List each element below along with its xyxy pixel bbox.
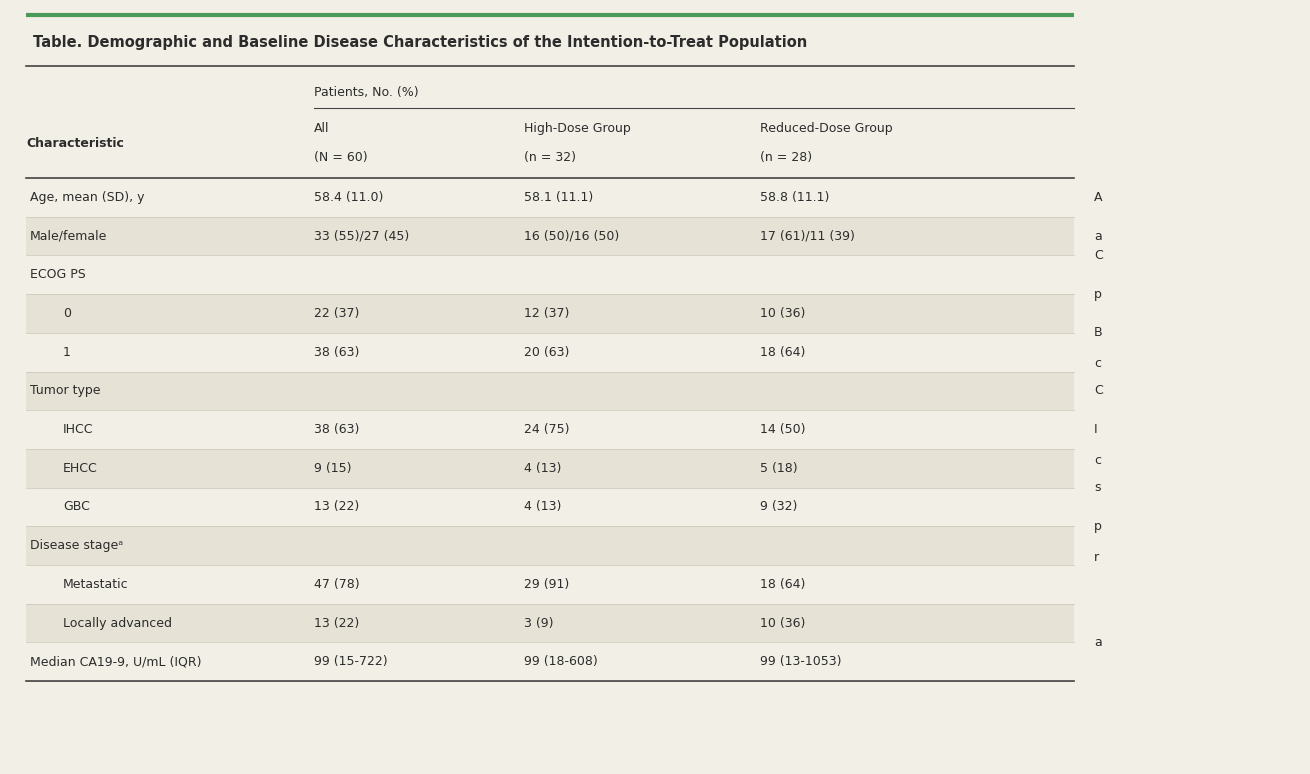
Text: 10 (36): 10 (36) <box>760 617 806 629</box>
FancyBboxPatch shape <box>26 449 1074 488</box>
Text: 10 (36): 10 (36) <box>760 307 806 320</box>
FancyBboxPatch shape <box>26 294 1074 333</box>
Text: 38 (63): 38 (63) <box>314 423 360 436</box>
Text: p: p <box>1094 520 1102 533</box>
Text: Table. Demographic and Baseline Disease Characteristics of the Intention-to-Trea: Table. Demographic and Baseline Disease … <box>33 35 807 50</box>
Text: 20 (63): 20 (63) <box>524 346 570 358</box>
Text: Metastatic: Metastatic <box>63 578 128 591</box>
Text: 4 (13): 4 (13) <box>524 501 562 513</box>
Text: Reduced-Dose Group: Reduced-Dose Group <box>760 122 892 135</box>
Text: 18 (64): 18 (64) <box>760 346 806 358</box>
Text: 12 (37): 12 (37) <box>524 307 570 320</box>
Text: 3 (9): 3 (9) <box>524 617 554 629</box>
Text: 13 (22): 13 (22) <box>314 617 360 629</box>
Text: A: A <box>1094 191 1102 204</box>
Text: 0: 0 <box>63 307 71 320</box>
Text: Male/female: Male/female <box>30 230 107 242</box>
Text: a: a <box>1094 230 1102 242</box>
Text: p: p <box>1094 288 1102 300</box>
Text: 58.8 (11.1): 58.8 (11.1) <box>760 191 829 204</box>
Text: 38 (63): 38 (63) <box>314 346 360 358</box>
Text: High-Dose Group: High-Dose Group <box>524 122 630 135</box>
Text: (N = 60): (N = 60) <box>314 151 368 164</box>
Text: Characteristic: Characteristic <box>26 137 124 149</box>
Text: 9 (15): 9 (15) <box>314 462 352 474</box>
Text: 58.4 (11.0): 58.4 (11.0) <box>314 191 384 204</box>
Text: 33 (55)/27 (45): 33 (55)/27 (45) <box>314 230 410 242</box>
Text: 4 (13): 4 (13) <box>524 462 562 474</box>
Text: a: a <box>1094 636 1102 649</box>
Text: Disease stageᵃ: Disease stageᵃ <box>30 539 123 552</box>
Text: s: s <box>1094 481 1100 494</box>
Text: Locally advanced: Locally advanced <box>63 617 172 629</box>
Text: 99 (15-722): 99 (15-722) <box>314 656 388 668</box>
Text: r: r <box>1094 551 1099 563</box>
Text: c: c <box>1094 358 1100 370</box>
FancyBboxPatch shape <box>26 372 1074 410</box>
Text: C: C <box>1094 385 1103 397</box>
Text: c: c <box>1094 454 1100 467</box>
Text: 16 (50)/16 (50): 16 (50)/16 (50) <box>524 230 620 242</box>
Text: (n = 32): (n = 32) <box>524 151 576 164</box>
Text: GBC: GBC <box>63 501 90 513</box>
Text: 29 (91): 29 (91) <box>524 578 570 591</box>
Text: Median CA19-9, U/mL (IQR): Median CA19-9, U/mL (IQR) <box>30 656 202 668</box>
Text: (n = 28): (n = 28) <box>760 151 812 164</box>
Text: 14 (50): 14 (50) <box>760 423 806 436</box>
Text: 22 (37): 22 (37) <box>314 307 360 320</box>
Text: 58.1 (11.1): 58.1 (11.1) <box>524 191 593 204</box>
Text: All: All <box>314 122 330 135</box>
Text: 18 (64): 18 (64) <box>760 578 806 591</box>
Text: Patients, No. (%): Patients, No. (%) <box>314 87 419 99</box>
Text: Tumor type: Tumor type <box>30 385 101 397</box>
Text: 13 (22): 13 (22) <box>314 501 360 513</box>
Text: 99 (13-1053): 99 (13-1053) <box>760 656 841 668</box>
FancyBboxPatch shape <box>26 217 1074 255</box>
Text: 9 (32): 9 (32) <box>760 501 798 513</box>
Text: B: B <box>1094 327 1103 339</box>
Text: 17 (61)/11 (39): 17 (61)/11 (39) <box>760 230 854 242</box>
Text: IHCC: IHCC <box>63 423 93 436</box>
FancyBboxPatch shape <box>26 526 1074 565</box>
Text: 47 (78): 47 (78) <box>314 578 360 591</box>
Text: ECOG PS: ECOG PS <box>30 269 86 281</box>
Text: 1: 1 <box>63 346 71 358</box>
Text: EHCC: EHCC <box>63 462 98 474</box>
FancyBboxPatch shape <box>26 604 1074 642</box>
Text: C: C <box>1094 249 1103 262</box>
Text: 5 (18): 5 (18) <box>760 462 798 474</box>
Text: I: I <box>1094 423 1098 436</box>
Text: Age, mean (SD), y: Age, mean (SD), y <box>30 191 144 204</box>
Text: 24 (75): 24 (75) <box>524 423 570 436</box>
Text: 99 (18-608): 99 (18-608) <box>524 656 597 668</box>
